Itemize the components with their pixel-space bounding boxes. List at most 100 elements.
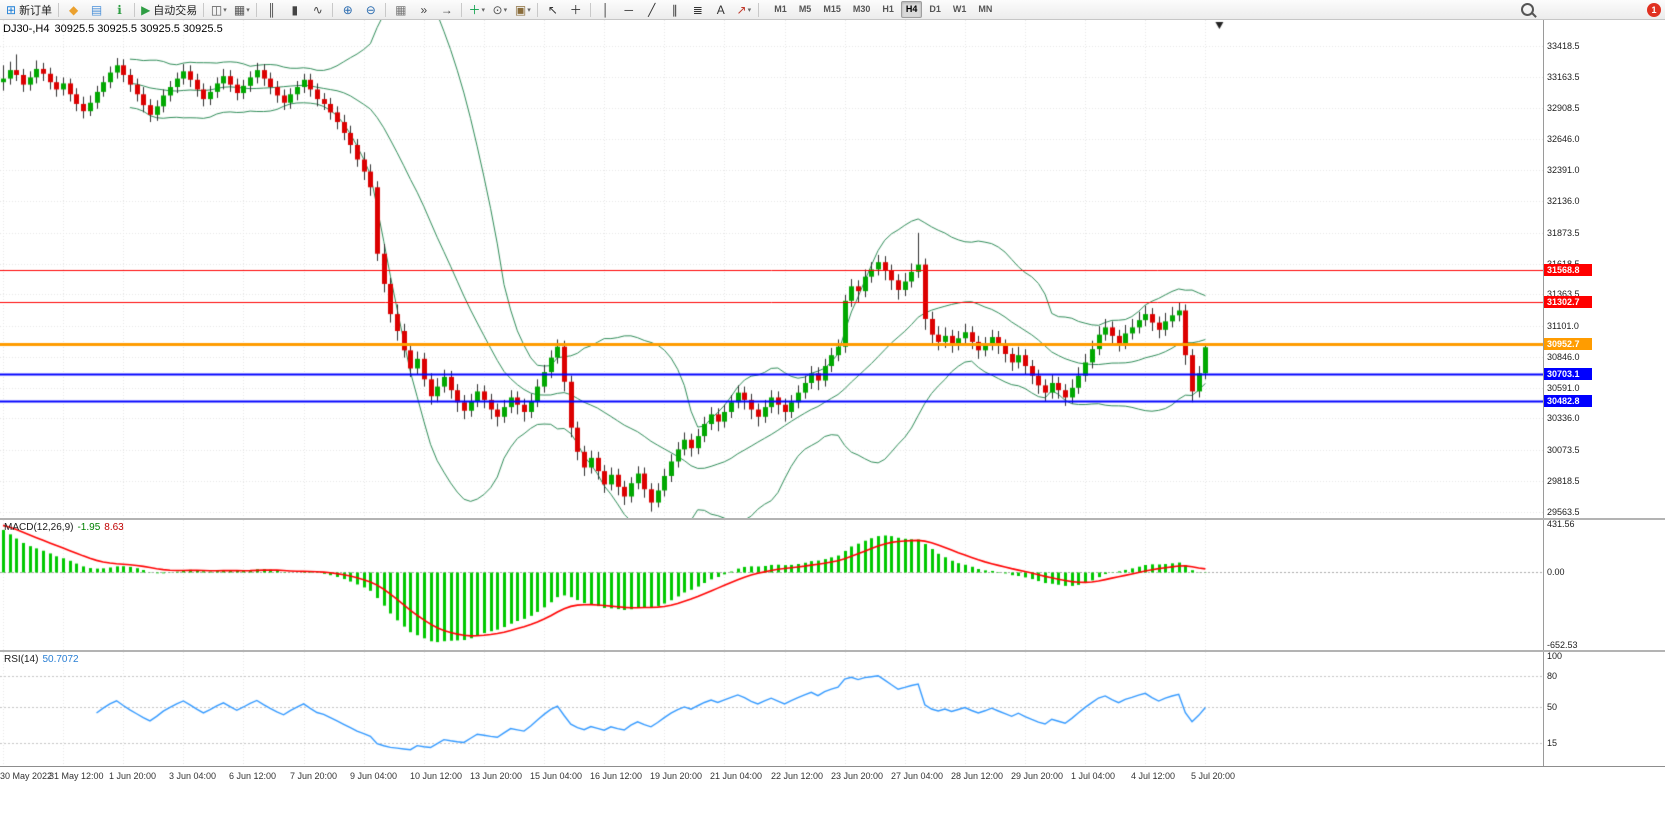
periods-button[interactable]: ⊙ ▾ <box>488 0 511 19</box>
timeframe-m1-button[interactable]: M1 <box>774 4 787 14</box>
timeframe-h4-button[interactable]: H4 <box>900 1 923 18</box>
time-axis-label: 27 Jun 04:00 <box>891 771 944 781</box>
timeframe-mn-button[interactable]: MN <box>978 4 993 14</box>
timeframe-m15-button[interactable]: M15 <box>823 4 841 14</box>
bar-chart-icon: ║ <box>267 2 277 17</box>
profiles-icon: ▦ <box>233 2 246 17</box>
toolbar-separator <box>134 2 136 17</box>
price-axis-label: 29818.5 <box>1547 476 1580 486</box>
time-axis-label: 28 Jun 12:00 <box>951 771 1004 781</box>
time-axis-label: 22 Jun 12:00 <box>771 771 824 781</box>
fibonacci-button[interactable]: ≣ <box>686 0 709 19</box>
horizontal-line-button[interactable]: ─ <box>617 0 640 19</box>
text-button[interactable]: A <box>709 0 732 19</box>
rsi-label: RSI(14) 50.7072 <box>4 654 79 665</box>
horizontal-line-icon: ─ <box>624 2 634 17</box>
time-axis-label: 9 Jun 04:00 <box>350 771 398 781</box>
line-chart-button[interactable]: ∿ <box>306 0 329 19</box>
chart-shift-icon: → <box>440 2 453 17</box>
price-level-tag: 31568.8 <box>1544 264 1592 276</box>
time-axis-label: 1 Jul 04:00 <box>1071 771 1116 781</box>
new-order-button[interactable]: ⊞ 新订单 <box>3 0 55 19</box>
symbol-period-label: DJ30-,H4 <box>3 23 50 35</box>
price-axis[interactable]: 33418.5 33163.5 32908.5 32646.0 32391.0 32136… <box>1543 20 1665 766</box>
notification-badge[interactable]: 1 <box>1647 3 1661 17</box>
rsi-axis-label: 100 <box>1547 651 1563 661</box>
rsi-name: RSI(14) <box>4 654 39 665</box>
data-window-icon: ℹ <box>117 2 122 17</box>
zoom-in-button[interactable]: ⊕ <box>336 0 359 19</box>
equidistant-channel-button[interactable]: ∥ <box>663 0 686 19</box>
timeframe-d1-button[interactable]: D1 <box>929 4 941 14</box>
timeframe-m5-button[interactable]: M5 <box>798 4 812 14</box>
arrows-icon: ↗ <box>736 2 747 17</box>
price-level-tag: 30952.7 <box>1544 338 1592 350</box>
zoom-out-button[interactable]: ⊖ <box>359 0 382 19</box>
price-axis-label: 30846.0 <box>1547 352 1580 362</box>
tile-windows-icon: ▦ <box>395 2 407 17</box>
arrows-button[interactable]: ↗ ▾ <box>732 0 755 19</box>
bar-chart-button[interactable]: ║ <box>260 0 283 19</box>
new-chart-button[interactable]: ◫ ▾ <box>207 0 230 19</box>
rsi-canvas[interactable] <box>0 652 1543 766</box>
cursor-button[interactable]: ↖ <box>541 0 564 19</box>
toolbar-separator <box>758 2 760 17</box>
macd-canvas[interactable] <box>0 520 1543 650</box>
profiles-button[interactable]: ▦ ▾ <box>230 0 253 19</box>
price-chart-canvas[interactable] <box>0 20 1543 518</box>
vertical-line-button[interactable]: │ <box>594 0 617 19</box>
time-axis[interactable]: 30 May 2022 31 May 12:00 1 Jun 20:00 3 Jun … <box>0 766 1665 787</box>
zoom-in-icon: ⊕ <box>342 2 353 17</box>
chevron-down-icon: ▾ <box>527 6 531 14</box>
price-axis-label: 32908.5 <box>1547 103 1580 113</box>
price-axis-label: 32391.0 <box>1547 165 1580 175</box>
price-axis-label: 30591.0 <box>1547 383 1580 393</box>
autotrading-icon: ▶ <box>141 2 151 17</box>
time-axis-label: 6 Jun 12:00 <box>229 771 277 781</box>
candlestick-chart-button[interactable]: ▮ <box>283 0 306 19</box>
toolbar: ⊞ 新订单 ◆ ▤ ℹ ▶ 自动交易 ◫ ▾ ▦ ▾ ║ ▮ ∿ ⊕ ⊖ ▦» → ＋ ▾ ⊙ ▾ ▣ ▾ ↖ ＋ │ ─ ╱ ∥ ≣ A ↗ ▾… <box>0 0 1665 20</box>
fibonacci-icon: ≣ <box>692 2 703 17</box>
templates-button[interactable]: ▣ ▾ <box>511 0 534 19</box>
chart-title: DJ30-,H4 30925.5 30925.5 30925.5 30925.5 <box>3 23 228 35</box>
market-watch-button[interactable]: ▤ <box>85 0 108 19</box>
price-axis-label: 30073.5 <box>1547 445 1580 455</box>
toolbar-separator <box>461 2 463 17</box>
panel-separator[interactable] <box>0 518 1665 520</box>
crosshair-icon: ＋ <box>569 2 582 17</box>
price-axis-label: 31101.0 <box>1547 321 1579 331</box>
indicators-icon: ＋ <box>468 2 481 17</box>
chevron-down-icon: ▾ <box>246 6 250 14</box>
toolbar-separator <box>203 2 205 17</box>
rsi-axis-label: 15 <box>1547 738 1558 748</box>
market-watch-icon: ▤ <box>90 2 103 17</box>
price-axis-label: 32136.0 <box>1547 196 1580 206</box>
time-axis-label: 21 Jun 04:00 <box>710 771 763 781</box>
timeframe-w1-button[interactable]: W1 <box>952 4 967 14</box>
chevron-down-icon: ▾ <box>481 6 486 14</box>
timeframe-h1-button[interactable]: H1 <box>882 4 894 14</box>
crosshair-button[interactable]: ＋ <box>564 0 587 19</box>
trendline-button[interactable]: ╱ <box>640 0 663 19</box>
auto-scroll-button[interactable]: » <box>412 0 435 19</box>
price-axis-label: 31363.5 <box>1547 289 1580 299</box>
autotrading-button[interactable]: ▶ 自动交易 <box>138 0 200 19</box>
price-axis-label: 31873.5 <box>1547 228 1580 238</box>
search-icon[interactable] <box>1521 3 1534 16</box>
tile-windows-button[interactable]: ▦ <box>389 0 412 19</box>
time-axis-label: 16 Jun 12:00 <box>590 771 643 781</box>
panel-separator[interactable] <box>0 650 1665 652</box>
periods-icon: ⊙ <box>492 2 503 17</box>
new-chart-icon: ◫ <box>210 2 223 17</box>
chart-shift-button[interactable]: → <box>435 0 458 19</box>
metaeditor-button[interactable]: ◆ <box>62 0 85 19</box>
chevron-down-icon: ▾ <box>503 6 508 14</box>
data-window-button[interactable]: ℹ <box>108 0 131 19</box>
toolbar-separator <box>332 2 334 17</box>
time-axis-label: 10 Jun 12:00 <box>410 771 463 781</box>
macd-main-value: -1.95 <box>77 522 101 533</box>
indicators-button[interactable]: ＋ ▾ <box>465 0 488 19</box>
price-axis-label: 33418.5 <box>1547 41 1580 51</box>
timeframe-m30-button[interactable]: M30 <box>852 4 871 14</box>
